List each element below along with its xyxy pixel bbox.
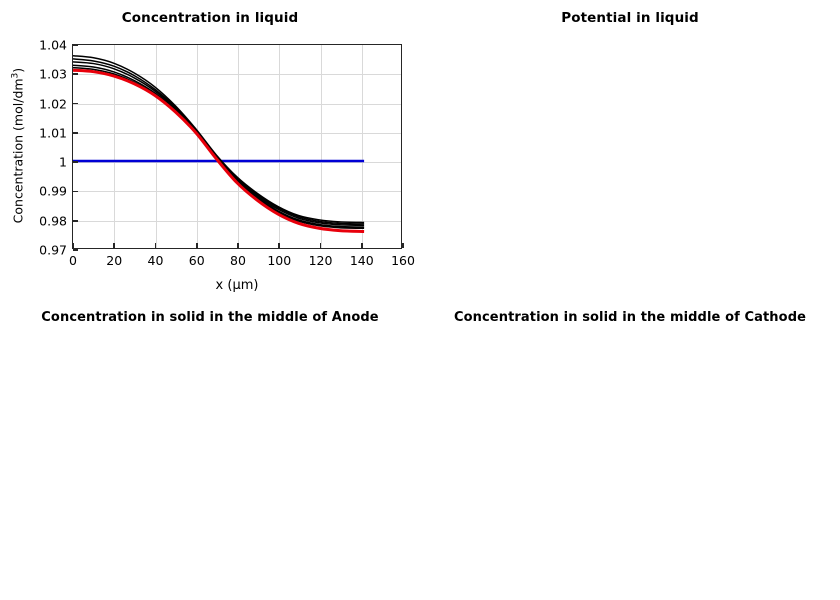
gridline-vertical: [361, 45, 363, 248]
x-tick-mark: [278, 243, 281, 248]
y-tick-label: 1.02: [39, 96, 67, 112]
x-tick-label: 20: [106, 253, 123, 268]
gridline-vertical: [320, 45, 322, 248]
y-tick-label: 1.04: [39, 37, 67, 53]
panel-title: Concentration in solid in the middle of …: [41, 310, 379, 325]
x-tick-label: 140: [349, 253, 374, 268]
plot-inner: [73, 45, 401, 248]
x-tick-mark: [113, 243, 116, 248]
gridline-horizontal: [73, 191, 401, 193]
x-tick-label: 40: [147, 253, 164, 268]
y-axis-title: Concentration (mol/dm3): [10, 67, 26, 223]
x-tick-mark: [402, 243, 404, 248]
y-tick-mark: [73, 219, 78, 222]
panel-liquid-potential: Potential in liquid Potential (mV) -4.5-…: [420, 0, 840, 300]
x-tick-label: 80: [230, 253, 246, 268]
gridline-horizontal: [73, 220, 401, 222]
y-tick-label: 0.99: [39, 183, 67, 199]
y-tick-label: 0.98: [39, 213, 67, 229]
gridline-horizontal: [73, 162, 401, 164]
y-tick-mark: [73, 190, 78, 193]
x-tick-mark: [319, 243, 322, 248]
gridline-vertical: [155, 45, 157, 248]
x-tick-label: 100: [267, 253, 292, 268]
x-tick-label: 60: [188, 253, 205, 268]
series-line: [73, 68, 364, 229]
y-tick-mark: [73, 102, 78, 105]
series-line: [73, 65, 364, 227]
panel-cathode-solid: Concentration in solid in the middle of …: [420, 300, 840, 600]
y-tick-label: 1.01: [39, 125, 67, 141]
x-tick-mark: [195, 243, 198, 248]
y-tick-mark: [73, 132, 78, 134]
panel-title: Concentration in solid in the middle of …: [453, 310, 807, 325]
y-tick-mark: [73, 249, 78, 251]
panel-title: Potential in liquid: [561, 10, 699, 26]
y-tick-mark: [73, 73, 78, 76]
series-line: [73, 56, 364, 223]
x-axis-title: x (µm): [215, 278, 259, 293]
x-tick-mark: [237, 243, 239, 248]
panel-title: Concentration in liquid: [121, 10, 299, 26]
x-tick-label: 120: [308, 253, 333, 268]
y-tick-label: 1.03: [39, 66, 67, 82]
x-tick-mark: [72, 243, 74, 248]
panel-liquid-concentration: Concentration in liquid Concentration (m…: [0, 0, 420, 300]
gridline-horizontal: [73, 103, 401, 105]
x-tick-label: 0: [69, 253, 77, 268]
gridline-horizontal: [73, 74, 401, 76]
gridline-vertical: [114, 45, 116, 248]
y-tick-mark: [73, 161, 78, 163]
gridline-vertical: [238, 45, 239, 248]
y-tick-mark: [73, 44, 78, 46]
gridline-horizontal: [73, 132, 401, 134]
x-tick-label: 160: [391, 253, 415, 268]
series-line: [73, 62, 364, 226]
panel-anode-solid: Concentration in solid in the middle of …: [0, 300, 420, 600]
y-tick-label: 1: [59, 154, 67, 170]
series-line: [73, 70, 364, 231]
y-tick-label: 0.97: [39, 242, 67, 258]
x-tick-mark: [154, 243, 157, 248]
plot-area: 0.97 0.98 0.99 1 1.01 1.02 1.03 1.04 0 20 40 60 80 10…: [39, 38, 415, 269]
gridline-vertical: [279, 45, 281, 248]
x-tick-mark: [360, 243, 363, 248]
gridline-vertical: [196, 45, 198, 248]
series-line: [73, 59, 364, 224]
series-layer: [73, 45, 401, 248]
